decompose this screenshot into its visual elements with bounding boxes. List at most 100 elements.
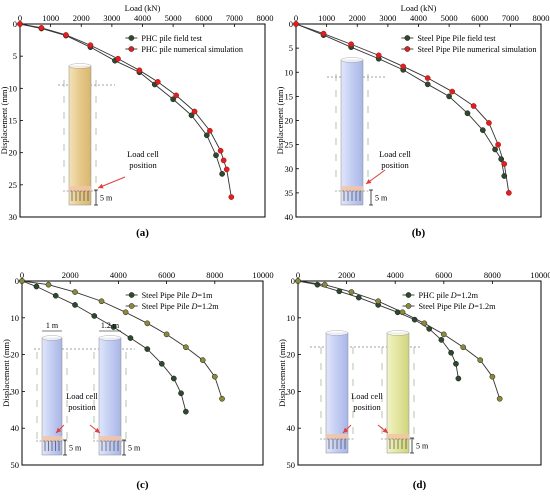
y-axis-title: Displacement (mm) — [1, 339, 11, 407]
load-cell-label-line1: Load cell — [351, 391, 383, 401]
panel-label: (b) — [412, 227, 426, 239]
data-point — [183, 408, 189, 415]
load-cell-band — [69, 186, 91, 191]
data-point — [19, 278, 25, 284]
dimension-label: 5 m — [416, 442, 429, 451]
data-point — [464, 110, 471, 117]
load-cell-band — [387, 434, 409, 439]
data-point — [154, 79, 161, 85]
x-tick-label: 7000 — [502, 13, 519, 23]
x-tick-label: 1000 — [318, 13, 335, 23]
y-tick-label: 25 — [285, 140, 294, 150]
load-cell-band — [42, 436, 62, 441]
y-tick-label: 50 — [287, 460, 296, 470]
legend-label: Steel Pipe Pile D=1m — [142, 291, 213, 300]
data-point — [136, 67, 143, 74]
data-point — [477, 357, 484, 363]
data-point — [321, 281, 328, 288]
dimension-label: 5 m — [100, 194, 113, 203]
y-axis-title: Displacement (mm) — [0, 86, 9, 154]
data-point — [486, 120, 492, 126]
x-tick-label: 2000 — [338, 270, 355, 280]
y-tick-label: 40 — [287, 423, 296, 433]
legend-label: Steel Pipe Pile field test — [417, 34, 496, 43]
data-point — [144, 320, 151, 327]
data-point — [453, 360, 459, 367]
data-point — [91, 313, 98, 319]
legend-marker — [128, 292, 135, 298]
data-point — [348, 41, 354, 48]
data-point — [223, 166, 230, 173]
phc-pile-d — [381, 330, 415, 454]
x-tick-label: 0 — [296, 270, 300, 280]
load-cell-band — [341, 186, 363, 191]
x-tick-label: 8000 — [206, 270, 223, 280]
x-tick-label: 4000 — [134, 13, 151, 23]
pile-top — [41, 335, 63, 341]
legend-marker — [405, 292, 412, 298]
callout-arrowhead — [94, 427, 100, 433]
series-2 — [293, 21, 512, 196]
dimension-label: 5 m — [128, 444, 141, 453]
plot-frame — [297, 280, 542, 466]
y-axis-title: Displacement (mm) — [277, 339, 287, 407]
x-tick-label: 8000 — [484, 270, 501, 280]
x-axis-title: Load (kN) — [125, 3, 161, 13]
x-tick-label: 6000 — [471, 13, 488, 23]
data-point — [220, 157, 227, 164]
data-point — [470, 103, 477, 109]
x-tick-label: 2000 — [73, 13, 90, 23]
data-point — [183, 344, 189, 351]
panel-label: (a) — [136, 227, 149, 239]
data-point — [72, 302, 78, 308]
y-tick-label: 30 — [9, 212, 18, 222]
x-tick-label: 10000 — [252, 270, 273, 280]
dimension-label: 5 m — [375, 194, 388, 203]
load-cell-label-line2: position — [129, 160, 157, 170]
width-label: 1 m — [46, 321, 59, 330]
data-point — [173, 92, 180, 99]
data-point — [355, 294, 362, 301]
data-point — [98, 298, 105, 305]
data-point — [479, 127, 486, 133]
callout-arrowhead — [366, 179, 372, 184]
load-cell-label-line2: position — [353, 402, 381, 412]
data-point — [52, 292, 59, 299]
steel-pipe-pile-1m — [36, 335, 68, 456]
data-point — [38, 25, 45, 31]
data-point — [348, 289, 355, 295]
pile-body — [68, 65, 92, 206]
x-tick-label: 6000 — [435, 270, 452, 280]
data-point — [33, 283, 40, 290]
callout-arrowhead — [56, 427, 62, 433]
x-tick-label: 5000 — [441, 13, 458, 23]
data-point — [424, 81, 431, 88]
data-point — [163, 331, 170, 338]
load-cell-label-line2: position — [68, 402, 96, 412]
y-tick-label: 40 — [11, 423, 20, 433]
data-point — [188, 112, 195, 119]
dimension-label: 5 m — [69, 444, 82, 453]
data-point — [178, 390, 184, 397]
data-point — [375, 52, 382, 59]
y-tick-label: 15 — [285, 91, 294, 101]
data-point — [219, 395, 225, 402]
x-tick-label: 0 — [18, 13, 22, 23]
x-tick-label: 10000 — [530, 270, 550, 280]
panel-label: (c) — [136, 479, 149, 491]
data-point — [446, 93, 452, 100]
steel-pipe-pile-d — [320, 330, 354, 454]
y-tick-label: 40 — [285, 212, 294, 222]
data-point — [320, 30, 327, 37]
x-tick-label: 5000 — [165, 13, 182, 23]
width-label: 1.2 m — [101, 321, 120, 330]
steel-pipe-pile-1.2m — [93, 335, 127, 456]
data-point — [217, 147, 224, 154]
x-tick-label: 0 — [294, 13, 298, 23]
legend-marker — [128, 35, 135, 41]
data-point — [399, 309, 406, 316]
load-cell-label-line2: position — [381, 160, 409, 170]
y-tick-label: 30 — [287, 386, 296, 396]
x-axis-title: Load (kN) — [401, 3, 437, 13]
chart-panel-1: 0 1000 2000 3000 4000 5000 6000 7000 8000 0 5 10 15 2… — [0, 3, 274, 239]
